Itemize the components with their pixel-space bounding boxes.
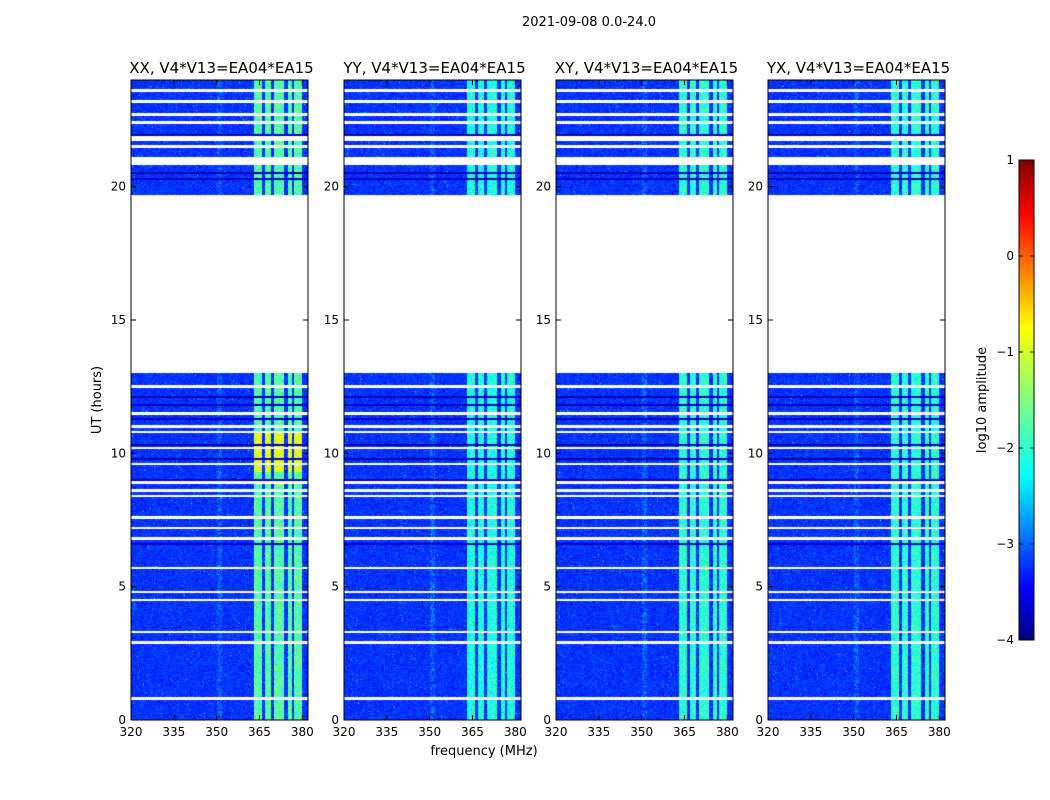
colorbar-tick-label: −2: [996, 441, 1014, 455]
waterfall-image: [768, 80, 945, 720]
x-tick-label: 350: [205, 725, 228, 739]
colorbar: 1 0 −1 −2 −3 −4 log10 amplitude: [975, 153, 1035, 647]
y-tick-label: 15: [111, 313, 126, 327]
x-tick-label: 380: [716, 725, 739, 739]
x-tick-label: 320: [120, 725, 143, 739]
y-tick-label: 0: [331, 713, 339, 727]
x-tick-label: 350: [630, 725, 653, 739]
panel-title: YY, V4*V13=EA04*EA15: [342, 59, 525, 77]
panel-title: XX, V4*V13=EA04*EA15: [129, 59, 313, 77]
y-tick-label: 15: [324, 313, 339, 327]
x-tick-label: 320: [757, 725, 780, 739]
colorbar-tick-label: −1: [996, 345, 1014, 359]
waterfall-image: [344, 80, 521, 720]
y-tick-label: 15: [748, 313, 763, 327]
x-tick-label: 335: [162, 725, 185, 739]
x-tick-label: 335: [587, 725, 610, 739]
y-tick-label: 5: [118, 580, 126, 594]
panel-xx: XX, V4*V13=EA04*EA15 320 335 350 365 380 0 5 10 1…: [111, 59, 314, 739]
colorbar-tick-label: −4: [996, 633, 1014, 647]
x-tick-label: 320: [545, 725, 568, 739]
colorbar-tick-label: 0: [1006, 249, 1014, 263]
panel-title: YX, V4*V13=EA04*EA15: [766, 59, 950, 77]
y-tick-label: 10: [324, 446, 339, 460]
panel-title: XY, V4*V13=EA04*EA15: [555, 59, 738, 77]
colorbar-ticks: 1 0 −1 −2 −3 −4: [996, 153, 1034, 647]
x-tick-label: 350: [842, 725, 865, 739]
x-tick-label: 335: [799, 725, 822, 739]
colorbar-label: log10 amplitude: [975, 347, 990, 453]
x-tick-label: 320: [333, 725, 356, 739]
y-tick-label: 5: [543, 580, 551, 594]
y-tick-label: 20: [536, 180, 551, 194]
x-tick-label: 350: [418, 725, 441, 739]
y-tick-label: 15: [536, 313, 551, 327]
colorbar-tick-label: −3: [996, 537, 1014, 551]
x-tick-label: 365: [673, 725, 696, 739]
y-axis-label: UT (hours): [90, 366, 105, 434]
waterfall-image: [556, 80, 733, 720]
y-tick-label: 0: [543, 713, 551, 727]
y-tick-label: 10: [536, 446, 551, 460]
x-axis-label: frequency (MHz): [430, 744, 537, 759]
panel-frame: [555, 79, 734, 721]
panel-yy: YY, V4*V13=EA04*EA15 320 335 350 365 380 0 5 10 1…: [324, 59, 527, 739]
y-tick-label: 5: [755, 580, 763, 594]
y-tick-label: 10: [111, 446, 126, 460]
y-tick-label: 5: [331, 580, 339, 594]
x-tick-label: 365: [885, 725, 908, 739]
panel-frame: [767, 79, 946, 721]
colorbar-tick-label: 1: [1006, 153, 1014, 167]
panel-yx: YX, V4*V13=EA04*EA15 320 335 350 365 380 0 5 10 1…: [748, 59, 951, 739]
y-tick-label: 20: [324, 180, 339, 194]
waterfall-image: [131, 80, 308, 720]
y-tick-label: 20: [111, 180, 126, 194]
y-tick-label: 20: [748, 180, 763, 194]
chart-suptitle: 2021-09-08 0.0-24.0: [522, 15, 656, 30]
panels: XX, V4*V13=EA04*EA15 320 335 350 365 380 0 5 10 1…: [111, 59, 951, 739]
x-tick-label: 365: [248, 725, 271, 739]
panel-xy: XY, V4*V13=EA04*EA15 320 335 350 365 380 0 5 10 1…: [536, 59, 739, 739]
x-tick-label: 380: [504, 725, 527, 739]
x-tick-label: 380: [291, 725, 314, 739]
colorbar-gradient: [1018, 159, 1035, 641]
y-tick-label: 10: [748, 446, 763, 460]
panel-frame: [130, 79, 309, 721]
x-tick-label: 380: [928, 725, 951, 739]
panel-frame: [343, 79, 522, 721]
y-tick-label: 0: [755, 713, 763, 727]
y-tick-label: 0: [118, 713, 126, 727]
x-tick-label: 335: [375, 725, 398, 739]
x-tick-label: 365: [461, 725, 484, 739]
